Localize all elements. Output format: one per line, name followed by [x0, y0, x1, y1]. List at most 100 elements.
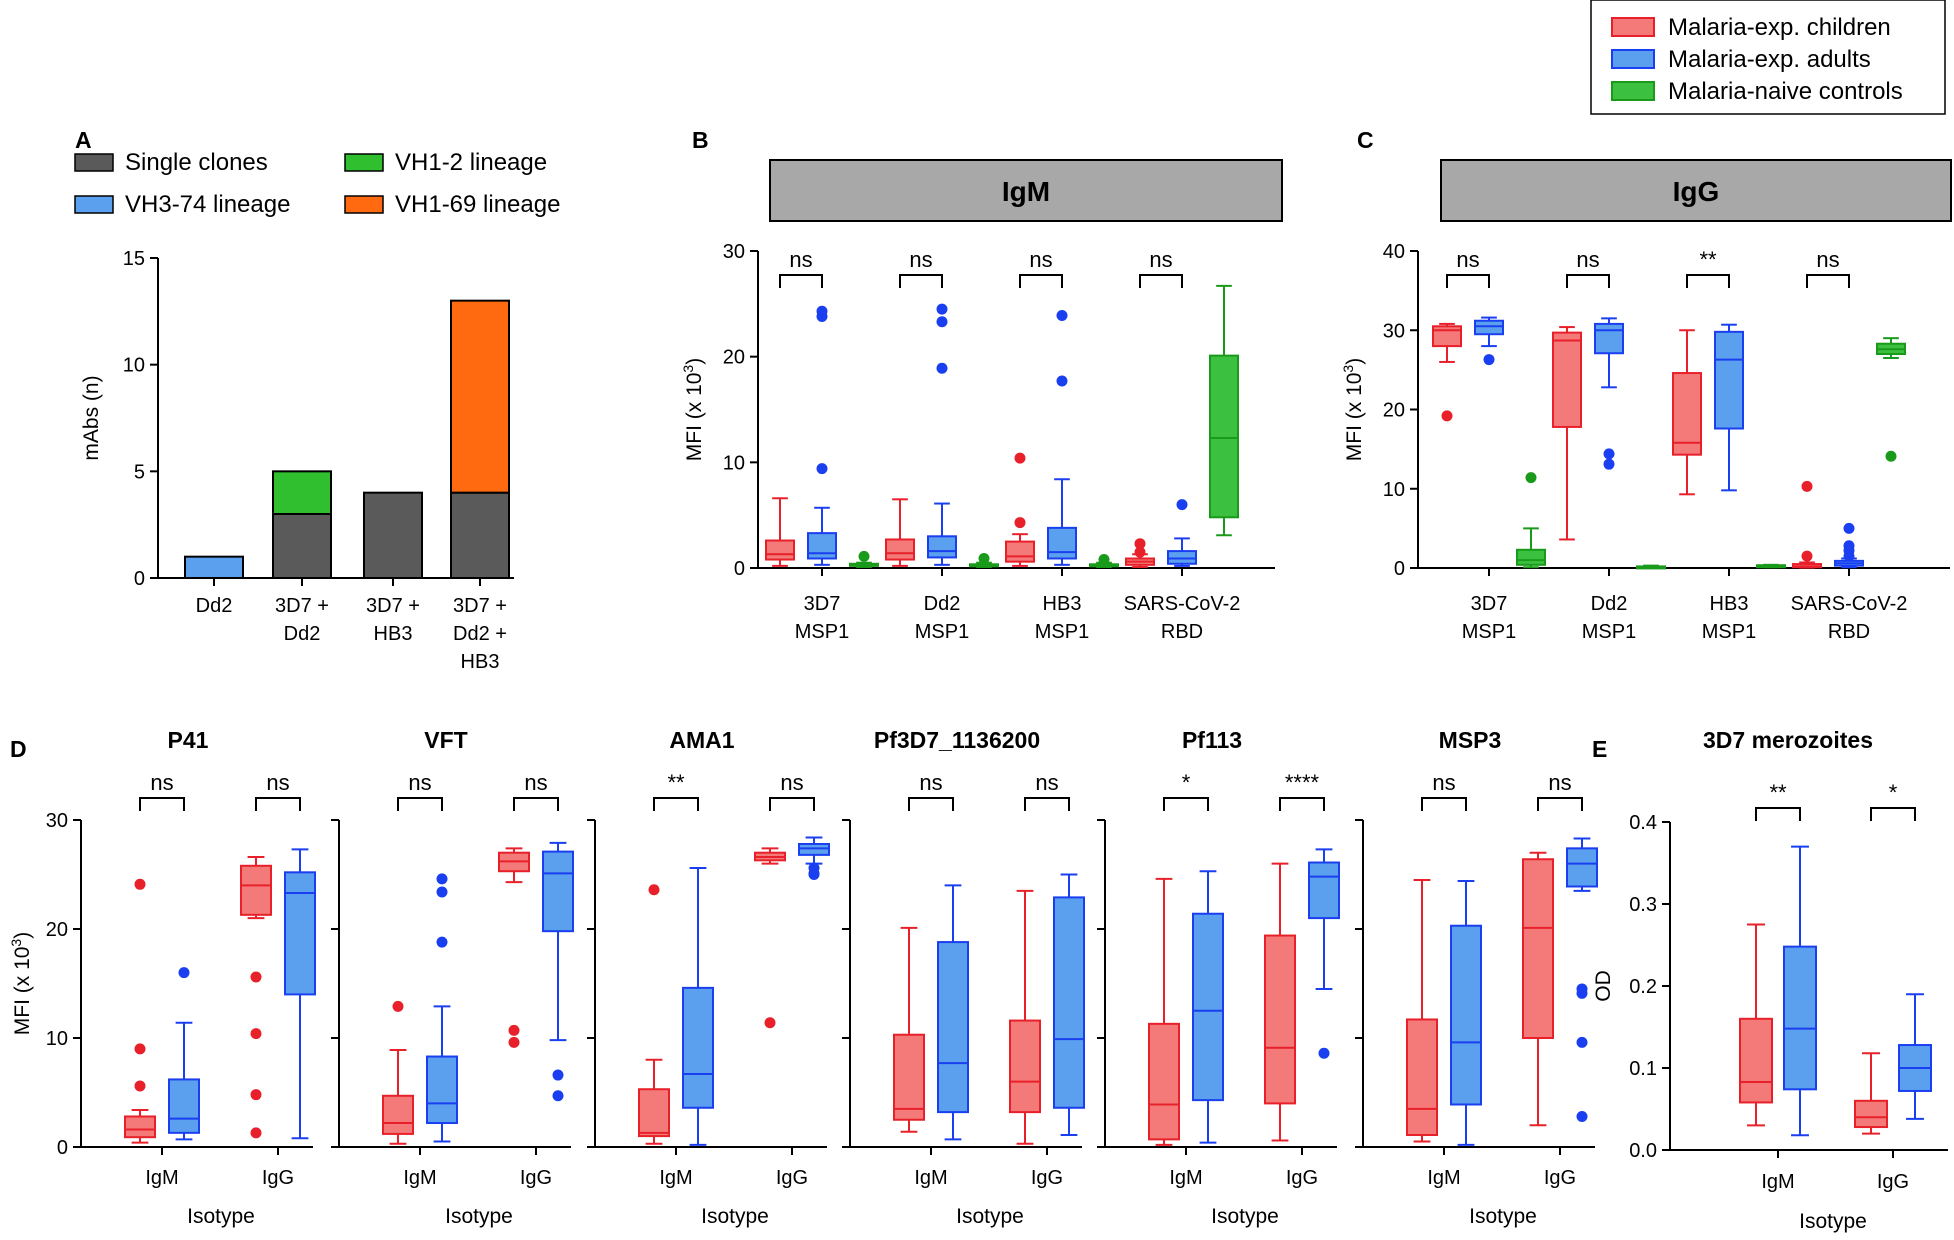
d-box-children	[754, 847, 786, 1029]
outlier-point	[134, 1043, 146, 1055]
c-box-children	[1432, 322, 1462, 422]
iqr-box	[885, 538, 915, 561]
outlier-point	[1098, 554, 1110, 566]
d-box-adults	[426, 873, 458, 1143]
d-box-children	[1522, 851, 1554, 1127]
a-category-label: Dd2 +	[453, 623, 507, 645]
b-y-tick-label: 30	[723, 241, 745, 263]
b-bracket	[779, 274, 823, 288]
superscript: 3	[1340, 365, 1356, 373]
outlier-point	[250, 1028, 262, 1040]
c-group-label: MSP1	[1702, 621, 1756, 643]
e-y-tick-label: 0.3	[1629, 894, 1657, 916]
outlier-point	[1576, 1036, 1588, 1048]
c-box-naive	[1516, 472, 1546, 569]
iqr-box	[1714, 330, 1744, 430]
iqr-box	[1264, 934, 1296, 1105]
d-isotype-label: IgG	[520, 1167, 552, 1189]
d-box-children	[498, 847, 530, 1048]
e-sig-label: **	[1769, 780, 1787, 805]
c-y-tick-label: 10	[1383, 479, 1405, 501]
a-category-label: Dd2	[284, 623, 321, 645]
outlier-point	[250, 1127, 262, 1139]
d-bracket	[653, 797, 699, 811]
d-box-children	[1264, 862, 1296, 1142]
d-box-adults	[542, 841, 574, 1102]
c-box-adults	[1714, 323, 1744, 492]
outlier-point	[936, 303, 948, 315]
e-box-children	[1739, 923, 1773, 1127]
a-y-tick-label: 10	[123, 355, 145, 377]
a-category-label: 3D7 +	[275, 595, 329, 617]
d-isotype-label: IgM	[403, 1167, 436, 1189]
iqr-box	[1406, 1018, 1438, 1137]
d-box-children	[240, 856, 272, 1139]
d-box-adults	[1308, 848, 1340, 1059]
b-box-adults	[1167, 499, 1197, 567]
outlier-point	[508, 1024, 520, 1036]
legend-a-label: Single clones	[125, 149, 268, 176]
c-group-label: SARS-CoV-2	[1791, 593, 1908, 615]
d-box-children	[124, 878, 156, 1144]
e-xlabel: Isotype	[1799, 1210, 1867, 1233]
legend-label: Malaria-exp. children	[1668, 14, 1891, 41]
b-box-adults	[1047, 309, 1077, 566]
a-bar-single-clones	[272, 513, 332, 579]
iqr-box	[1047, 526, 1077, 560]
header-c	[1440, 159, 1952, 222]
outlier-point	[250, 1089, 262, 1101]
panel-letter-d: D	[10, 736, 27, 762]
a-category-label: HB3	[461, 651, 500, 673]
b-box-adults	[807, 305, 837, 566]
outlier-point	[1603, 458, 1615, 470]
d-xlabel: Isotype	[445, 1205, 513, 1228]
d-sig-label: ns	[408, 770, 431, 795]
d-bracket	[1537, 797, 1583, 811]
d-xlabel: Isotype	[701, 1205, 769, 1228]
legend-a-label: VH1-2 lineage	[395, 149, 547, 176]
d-isotype-label: IgM	[659, 1167, 692, 1189]
d-subpanel-title: MSP3	[1439, 727, 1502, 753]
d-box-children	[1009, 889, 1041, 1145]
e-ylabel: OD	[1592, 970, 1615, 1002]
d-bracket	[769, 797, 815, 811]
legend-label: Malaria-exp. adults	[1668, 46, 1871, 73]
outlier-point	[1843, 540, 1855, 552]
iqr-box	[682, 986, 714, 1109]
outlier-point	[1576, 1110, 1588, 1122]
outlier-point	[1014, 517, 1026, 529]
b-group-label: RBD	[1161, 621, 1203, 643]
d-isotype-label: IgM	[1427, 1167, 1460, 1189]
outlier-point	[1801, 550, 1813, 562]
e-y-tick-label: 0.0	[1629, 1140, 1657, 1162]
c-box-adults	[1834, 522, 1864, 569]
d-box-children	[382, 1000, 414, 1145]
c-group-label: 3D7	[1471, 593, 1508, 615]
outlier-point	[1056, 375, 1068, 387]
superscript: 3	[8, 939, 24, 947]
outlier-point	[1441, 410, 1453, 422]
b-bracket	[1019, 274, 1063, 288]
iqr-box	[1009, 1019, 1041, 1114]
outlier-point	[1801, 480, 1813, 492]
d-isotype-label: IgG	[1544, 1167, 1576, 1189]
e-y-tick-label: 0.2	[1629, 976, 1657, 998]
legend-a-swatch	[344, 195, 384, 214]
d-bracket	[1024, 797, 1070, 811]
outlier-point	[858, 550, 870, 562]
outlier-point	[936, 362, 948, 374]
outlier-point	[1603, 448, 1615, 460]
d-bracket	[1421, 797, 1467, 811]
iqr-box	[1450, 924, 1482, 1106]
d-xlabel: Isotype	[187, 1205, 255, 1228]
iqr-box	[1566, 847, 1598, 888]
b-box-children	[885, 498, 915, 567]
outlier-point	[1014, 452, 1026, 464]
outlier-point	[808, 862, 820, 874]
c-box-children	[1552, 326, 1582, 541]
d-isotype-label: IgG	[1286, 1167, 1318, 1189]
b-sig-label: ns	[909, 247, 932, 272]
iqr-box	[284, 871, 316, 996]
c-group-label: HB3	[1710, 593, 1749, 615]
iqr-box	[765, 539, 795, 561]
